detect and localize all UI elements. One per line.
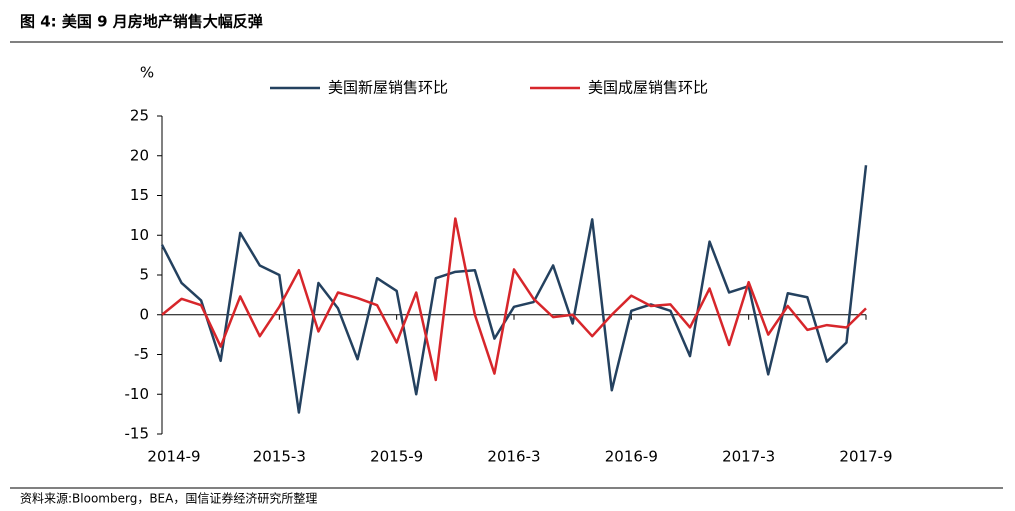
series-line (161, 217, 867, 382)
chart-title: 图 4: 美国 9 月房地产销售大幅反弹 (20, 13, 263, 31)
y-tick-label: 10 (130, 226, 149, 244)
x-tick-label: 2014-9 (147, 448, 200, 466)
legend-label: 美国成屋销售环比 (588, 79, 708, 97)
x-tick-label: 2015-9 (370, 448, 423, 466)
y-tick-label: 0 (139, 305, 149, 323)
y-axis-label: % (140, 64, 154, 82)
source-note: 资料来源:Bloomberg，BEA，国信证券经济研究所整理 (20, 491, 317, 506)
x-tick-label: 2017-3 (722, 448, 775, 466)
series-line (160, 165, 868, 414)
x-tick-label: 2016-9 (605, 448, 658, 466)
y-tick-label: -15 (125, 425, 150, 443)
y-tick-label: 25 (130, 107, 149, 125)
y-tick-label: -5 (134, 345, 149, 363)
x-tick-label: 2017-9 (839, 448, 892, 466)
y-tick-label: 15 (130, 186, 149, 204)
x-tick-label: 2015-3 (253, 448, 306, 466)
y-tick-label: 20 (130, 146, 149, 164)
x-tick-label: 2016-3 (487, 448, 540, 466)
y-tick-label: 5 (139, 266, 149, 284)
legend-label: 美国新屋销售环比 (328, 79, 448, 97)
y-tick-label: -10 (125, 385, 150, 403)
